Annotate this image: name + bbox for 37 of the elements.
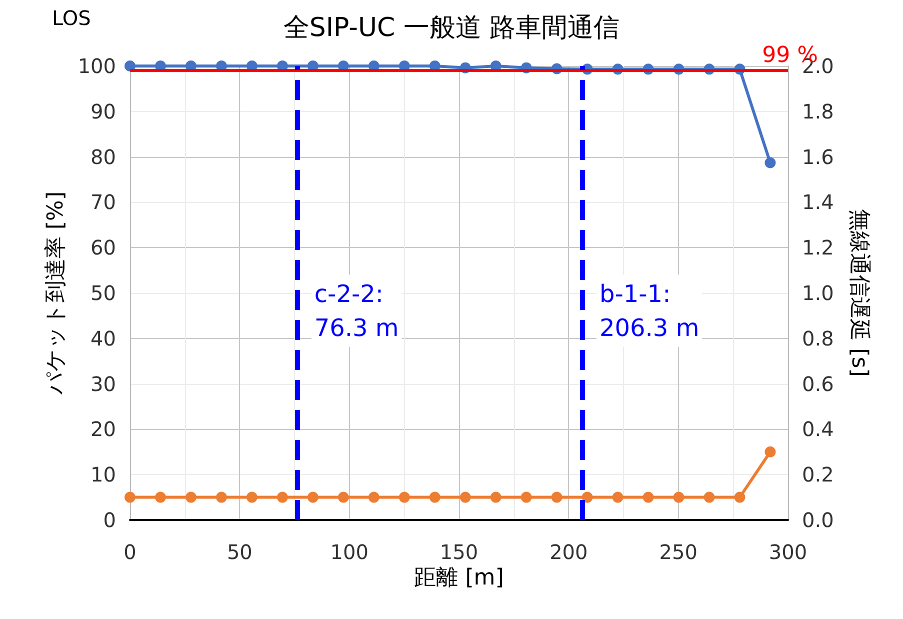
y-tick-label: 50	[90, 281, 116, 305]
ref-line-label: c-2-2: 76.3 m	[314, 280, 399, 342]
y2-tick-label: 1.2	[802, 236, 834, 260]
x-tick-label: 0	[124, 540, 136, 564]
x-tick-label: 300	[768, 540, 808, 564]
y2-axis-title: 無線通信遅延 [s]	[846, 209, 872, 377]
y2-tick-label: 0.2	[802, 462, 834, 487]
y-tick-label: 10	[90, 462, 116, 487]
y2-tick-label: 0.8	[802, 326, 834, 350]
y2-tick-label: 1.4	[802, 190, 834, 214]
y-tick-label: 100	[78, 54, 116, 78]
x-axis-title: 距離 [m]	[414, 565, 504, 590]
y-tick-label: 70	[90, 190, 116, 214]
y2-tick-label: 0.6	[802, 372, 834, 396]
x-tick-label: 250	[659, 540, 698, 564]
y2-tick-label: 1.0	[802, 281, 834, 305]
point	[124, 60, 136, 72]
y2-tick-label: 1.6	[802, 144, 834, 169]
x-tick-label: 100	[330, 540, 368, 564]
y-tick-label: 0	[103, 508, 116, 532]
y-tick-label: 30	[90, 372, 116, 396]
ref-line-label: b-1-1: 206.3 m	[599, 280, 700, 342]
chart-title: 全SIP-UC 一般道 路車間通信	[283, 13, 620, 43]
y2-tick-label: 0.4	[802, 417, 834, 442]
y-tick-label: 40	[90, 326, 116, 350]
y2-tick-label: 0.0	[802, 508, 834, 532]
text: LOS	[52, 6, 91, 30]
y-tick-label: 60	[90, 236, 116, 260]
y2-tick-label: 1.8	[802, 99, 834, 124]
y-axis-title: パケット到達率 [%]	[43, 191, 68, 396]
x-tick-label: 200	[550, 540, 588, 564]
y-tick-label: 80	[90, 144, 116, 169]
x-tick-label: 150	[440, 540, 478, 564]
y-tick-label: 90	[90, 99, 116, 124]
point	[764, 157, 776, 168]
y-tick-label: 20	[90, 417, 116, 442]
x-tick-label: 50	[226, 540, 252, 564]
